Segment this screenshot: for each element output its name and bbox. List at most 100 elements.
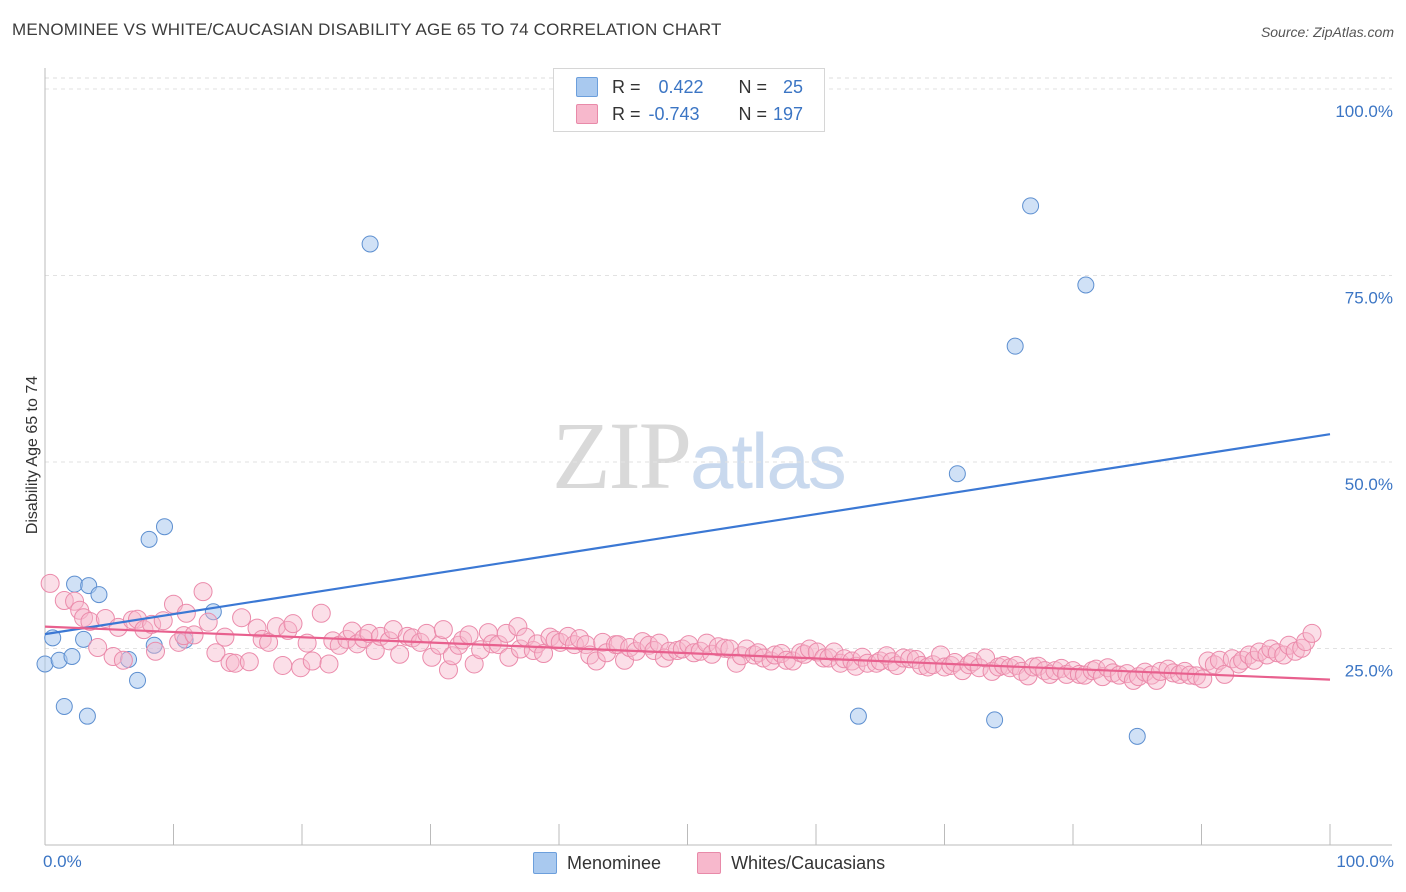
menominee-point (75, 630, 93, 648)
legend-row-whites: R = -0.743 N = 197 (576, 102, 803, 126)
whites-point (232, 608, 252, 628)
legend-row-menominee: R = 0.422 N = 25 (576, 75, 803, 99)
menominee-point (1077, 276, 1095, 294)
whites-point (715, 638, 735, 658)
menominee-point (63, 648, 81, 665)
menominee-point (948, 465, 966, 483)
whites-point (225, 653, 245, 673)
whites-point (1261, 639, 1281, 659)
y-axis-label: Disability Age 65 to 74 (24, 375, 41, 535)
whites-point (1093, 667, 1113, 687)
source-label: Source: ZipAtlas.com (1260, 24, 1394, 40)
whites-point (442, 646, 462, 666)
whites-point (1098, 658, 1118, 678)
menominee-point (986, 711, 1004, 729)
menominee-point (129, 671, 147, 689)
menominee-point (55, 697, 73, 715)
menominee-point (66, 575, 84, 593)
whites-point (54, 591, 74, 611)
y-tick-label: 75.0% (1345, 289, 1393, 308)
whites-point (40, 573, 60, 593)
whites-point (247, 618, 267, 638)
whites-point (278, 620, 298, 640)
whites-point (496, 623, 516, 643)
legend-n-value: 25 (783, 76, 804, 97)
whites-point (438, 660, 458, 680)
whites-point (273, 655, 293, 675)
whites-point (824, 642, 844, 662)
whites-point (1035, 661, 1055, 681)
series-label-whites: Whites/Caucasians (731, 852, 886, 873)
whites-point (184, 625, 204, 645)
watermark-zip: ZIP (552, 402, 692, 509)
series-legend-menominee: Menominee (533, 852, 661, 874)
whites-point (239, 652, 259, 672)
whites-point (852, 647, 872, 667)
whites-point (433, 620, 453, 640)
series-legend-whites: Whites/Caucasians (697, 852, 885, 874)
chart-title: MENOMINEE VS WHITE/CAUCASIAN DISABILITY … (12, 20, 722, 39)
whites-point (283, 614, 303, 634)
whites-point (74, 608, 94, 628)
menominee-point (156, 518, 174, 536)
whites-point (319, 654, 339, 674)
whites-point (390, 644, 410, 664)
whites-point (1302, 623, 1322, 643)
series-swatch-menominee (533, 852, 557, 874)
whites-point (1233, 650, 1253, 670)
whites-point (753, 648, 773, 668)
whites-point (459, 625, 479, 645)
whites-point (586, 651, 606, 671)
legend-r-value: 0.422 (658, 76, 704, 97)
x-tick-max: 100.0% (1336, 852, 1394, 871)
series-label-menominee: Menominee (567, 852, 662, 873)
whites-point (765, 645, 785, 665)
whites-point (1040, 664, 1060, 684)
correlation-legend: R = 0.422 N = 25 R = -0.743 N = 197 (553, 68, 825, 132)
menominee-point (1022, 197, 1040, 215)
whites-point (534, 644, 554, 664)
whites-point (142, 614, 162, 634)
watermark-atlas: atlas (690, 417, 847, 505)
whites-point (302, 651, 322, 671)
whites-point (697, 633, 717, 653)
whites-point (449, 635, 469, 655)
legend-swatch-whites (576, 104, 598, 124)
whites-point (365, 641, 385, 661)
menominee-point (90, 586, 108, 604)
watermark: ZIPatlas (552, 400, 847, 511)
whites-point (969, 658, 989, 678)
menominee-trend-line (44, 433, 1331, 636)
menominee-point (140, 530, 158, 548)
whites-point (215, 627, 235, 647)
menominee-point (36, 655, 54, 673)
series-swatch-whites (697, 852, 722, 874)
whites-point (1063, 661, 1083, 681)
menominee-point (1006, 337, 1024, 355)
legend-n-value: 197 (773, 103, 804, 124)
whites-point (259, 632, 279, 652)
whites-point (206, 643, 226, 663)
whites-point (103, 647, 123, 666)
whites-point (383, 620, 403, 640)
whites-point (220, 652, 240, 672)
legend-swatch-menominee (576, 77, 598, 97)
menominee-point (361, 235, 379, 253)
whites-point (620, 638, 640, 658)
whites-point (429, 635, 449, 655)
whites-point (708, 637, 728, 657)
legend-n-label: N = (738, 103, 768, 124)
whites-point (113, 650, 133, 670)
whites-point (359, 623, 379, 643)
legend-r-label: R = (612, 76, 641, 97)
menominee-point (1128, 727, 1146, 745)
whites-point (291, 658, 311, 678)
whites-point (1274, 645, 1294, 665)
whites-trend-line (44, 625, 1331, 681)
whites-point (1175, 661, 1195, 681)
series-legend: Menominee Whites/Caucasians (533, 852, 921, 874)
whites-point (720, 639, 740, 659)
y-tick-label: 25.0% (1345, 662, 1393, 681)
whites-point (464, 654, 484, 674)
